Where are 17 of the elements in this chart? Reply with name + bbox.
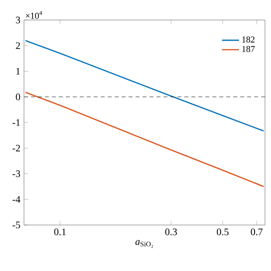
y-tick-label: -3: [12, 170, 20, 178]
x-tick-label: 0.7: [250, 228, 263, 236]
y-tick-label: 3: [16, 16, 20, 24]
y-tick-label: 2: [16, 42, 20, 49]
legend-label: 187: [242, 46, 255, 52]
text: ×10$^{4}$: [26, 10, 42, 19]
x-axis-title: a$_{SiO₂}$: [135, 240, 153, 248]
y-tick-label: 0: [16, 94, 20, 100]
y-tick-label: -5: [12, 222, 20, 228]
x-tick-label: 0.5: [216, 228, 229, 236]
y-tick-label: 1: [16, 68, 20, 75]
y-tick-label: -1: [12, 119, 20, 126]
x-tick-label: 0.3: [165, 228, 177, 236]
legend-label: 182: [242, 36, 254, 43]
x-tick-label: 0.1: [54, 228, 66, 236]
y-tick-label: -4: [12, 196, 20, 203]
y-tick-label: -2: [12, 144, 20, 152]
